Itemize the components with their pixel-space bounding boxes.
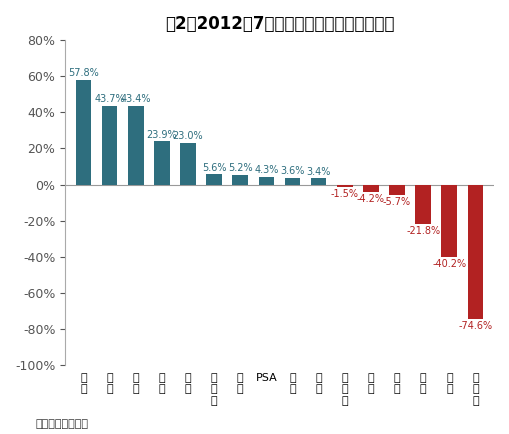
Bar	[102, 105, 118, 184]
Text: 5.2%: 5.2%	[228, 163, 252, 173]
Bar	[75, 80, 91, 184]
Bar	[415, 184, 431, 224]
Text: 43.4%: 43.4%	[121, 94, 151, 105]
Text: 4.3%: 4.3%	[254, 165, 278, 175]
Text: -5.7%: -5.7%	[383, 197, 411, 207]
Text: 3.4%: 3.4%	[306, 167, 331, 177]
Text: 57.8%: 57.8%	[68, 69, 99, 79]
Bar	[468, 184, 484, 319]
Bar	[363, 184, 379, 192]
Text: 23.0%: 23.0%	[173, 131, 203, 141]
Text: 3.6%: 3.6%	[280, 166, 305, 176]
Text: 43.7%: 43.7%	[94, 94, 125, 104]
Text: -4.2%: -4.2%	[357, 194, 385, 204]
Bar	[441, 184, 457, 257]
Title: 图2：2012年7月国产外资品牌销量增速比较: 图2：2012年7月国产外资品牌销量增速比较	[165, 15, 394, 33]
Text: 23.9%: 23.9%	[147, 130, 177, 140]
Bar	[337, 184, 353, 187]
Text: -1.5%: -1.5%	[331, 189, 359, 199]
Bar	[180, 143, 196, 184]
Bar	[233, 175, 248, 184]
Text: 来源：盖世汽车网: 来源：盖世汽车网	[36, 420, 89, 430]
Bar	[128, 106, 144, 184]
Bar	[311, 178, 326, 184]
Bar	[259, 177, 274, 184]
Bar	[154, 141, 169, 184]
Text: 5.6%: 5.6%	[202, 163, 227, 173]
Bar	[206, 174, 222, 184]
Bar	[285, 178, 300, 184]
Bar	[389, 184, 405, 195]
Text: -21.8%: -21.8%	[406, 226, 440, 236]
Text: -74.6%: -74.6%	[459, 321, 493, 331]
Text: -40.2%: -40.2%	[432, 259, 466, 269]
